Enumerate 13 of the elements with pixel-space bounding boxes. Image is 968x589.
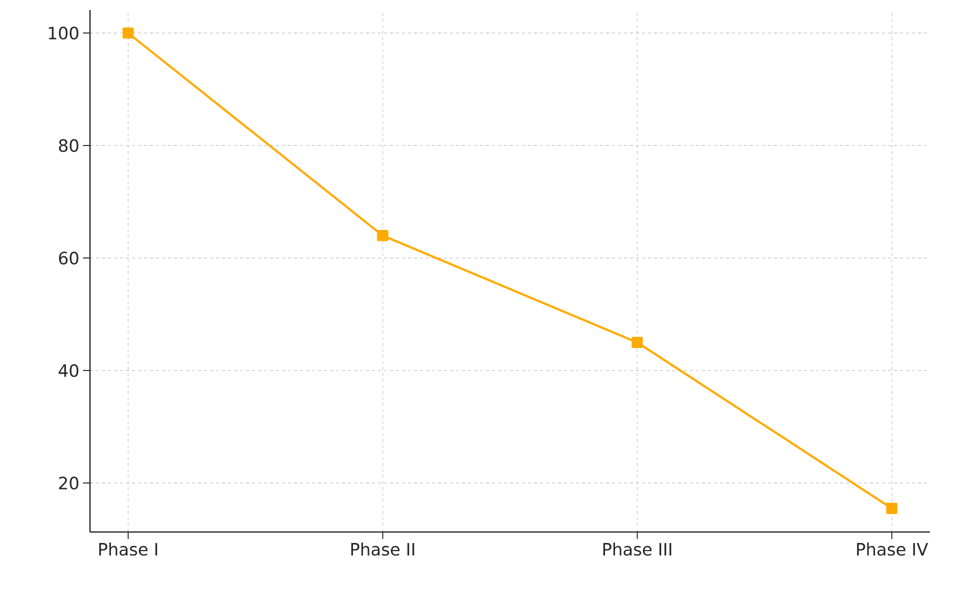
- y-tick-label: 40: [58, 364, 78, 377]
- y-tick-label: 20: [59, 476, 78, 490]
- y-tick-label: 80: [59, 139, 78, 152]
- y-tick-label: 60: [59, 252, 78, 264]
- x-tick-label: Phase I: [99, 542, 158, 556]
- x-tick-label: Phase IV: [857, 542, 928, 556]
- x-tick-label: Phase III: [603, 542, 672, 556]
- point: [886, 502, 898, 514]
- point: [122, 27, 134, 39]
- point: [377, 230, 388, 242]
- point: [632, 336, 643, 348]
- y-tick-label: 100: [48, 26, 78, 40]
- x-tick-label: Phase II: [351, 542, 414, 556]
